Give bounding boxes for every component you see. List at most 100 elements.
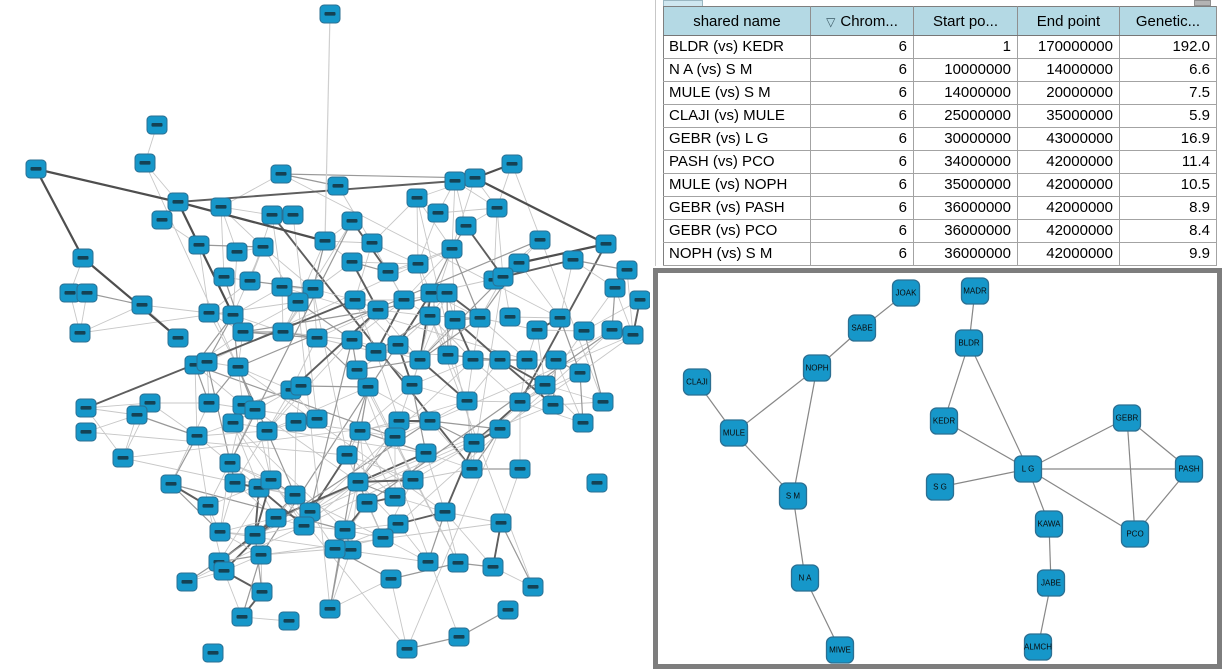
network-node[interactable] <box>112 448 134 468</box>
network-node[interactable] <box>209 522 231 542</box>
network-node-almch[interactable]: ALMCH <box>1023 633 1052 661</box>
network-node[interactable] <box>499 307 521 327</box>
network-node[interactable] <box>341 252 363 272</box>
cell-shared-name[interactable]: PASH (vs) PCO <box>663 150 811 174</box>
network-node[interactable] <box>126 405 148 425</box>
network-node[interactable] <box>380 569 402 589</box>
network-node[interactable] <box>534 375 556 395</box>
table-row[interactable]: BLDR (vs) KEDR 6 1 170000000 192.0 <box>663 35 1217 59</box>
network-node[interactable] <box>409 350 431 370</box>
cell-value[interactable]: 6 <box>810 35 914 59</box>
network-node[interactable] <box>436 283 458 303</box>
cell-value[interactable]: 43000000 <box>1017 127 1120 151</box>
network-node[interactable] <box>219 453 241 473</box>
column-header-start-position[interactable]: Start po... <box>913 6 1018 36</box>
cell-shared-name[interactable]: GEBR (vs) PASH <box>663 196 811 220</box>
network-node[interactable] <box>278 611 300 631</box>
cell-value[interactable]: 42000000 <box>1017 219 1120 243</box>
table-row[interactable]: GEBR (vs) PASH 6 36000000 42000000 8.9 <box>663 196 1217 220</box>
network-node[interactable] <box>167 192 189 212</box>
cell-value[interactable]: 9.9 <box>1119 242 1217 266</box>
cell-value[interactable]: 6 <box>810 104 914 128</box>
network-node[interactable] <box>213 561 235 581</box>
network-node[interactable] <box>463 433 485 453</box>
network-node[interactable] <box>202 643 224 663</box>
network-node[interactable] <box>367 300 389 320</box>
network-node[interactable] <box>406 188 428 208</box>
network-node[interactable] <box>490 513 512 533</box>
cell-value[interactable]: 42000000 <box>1017 196 1120 220</box>
network-node-sabe[interactable]: SABE <box>847 314 877 342</box>
network-node[interactable] <box>437 345 459 365</box>
network-node[interactable] <box>324 539 346 559</box>
cell-value[interactable]: 25000000 <box>913 104 1018 128</box>
network-node[interactable] <box>456 391 478 411</box>
network-node-kawa[interactable]: KAWA <box>1034 510 1064 538</box>
network-node[interactable] <box>226 242 248 262</box>
network-node[interactable] <box>569 363 591 383</box>
network-node[interactable] <box>251 582 273 602</box>
network-node[interactable] <box>134 153 156 173</box>
network-node[interactable] <box>447 553 469 573</box>
cell-value[interactable]: 35000000 <box>913 173 1018 197</box>
cell-value[interactable]: 42000000 <box>1017 173 1120 197</box>
network-node[interactable] <box>434 502 456 522</box>
cell-shared-name[interactable]: NOPH (vs) S M <box>663 242 811 266</box>
network-node[interactable] <box>592 392 614 412</box>
cell-value[interactable]: 42000000 <box>1017 242 1120 266</box>
table-scrollbar-fragment[interactable] <box>1194 0 1211 6</box>
network-node[interactable] <box>334 520 356 540</box>
network-node[interactable] <box>186 426 208 446</box>
network-node[interactable] <box>231 607 253 627</box>
cell-value[interactable]: 36000000 <box>913 196 1018 220</box>
network-node-miwe[interactable]: MIWE <box>825 636 855 664</box>
cell-value[interactable]: 8.9 <box>1119 196 1217 220</box>
network-node[interactable] <box>347 472 369 492</box>
network-node-gebr[interactable]: GEBR <box>1112 404 1142 432</box>
table-row[interactable]: CLAJI (vs) MULE 6 25000000 35000000 5.9 <box>663 104 1217 128</box>
network-node[interactable] <box>75 398 97 418</box>
network-node[interactable] <box>549 308 571 328</box>
network-node[interactable] <box>501 154 523 174</box>
cell-value[interactable]: 6 <box>810 219 914 243</box>
table-row[interactable]: N A (vs) S M 6 10000000 14000000 6.6 <box>663 58 1217 82</box>
network-node[interactable] <box>448 627 470 647</box>
cell-value[interactable]: 42000000 <box>1017 150 1120 174</box>
network-node[interactable] <box>469 308 491 328</box>
network-node[interactable] <box>455 216 477 236</box>
network-node[interactable] <box>213 267 235 287</box>
network-node[interactable] <box>131 295 153 315</box>
cell-value[interactable]: 6 <box>810 196 914 220</box>
network-node[interactable] <box>444 310 466 330</box>
network-node[interactable] <box>270 164 292 184</box>
network-node[interactable] <box>509 459 531 479</box>
network-node[interactable] <box>69 323 91 343</box>
cell-shared-name[interactable]: GEBR (vs) L G <box>663 127 811 151</box>
network-node[interactable] <box>462 350 484 370</box>
network-node[interactable] <box>616 260 638 280</box>
network-node[interactable] <box>302 279 324 299</box>
network-node[interactable] <box>357 377 379 397</box>
cell-value[interactable]: 11.4 <box>1119 150 1217 174</box>
network-node[interactable] <box>489 350 511 370</box>
cell-shared-name[interactable]: MULE (vs) S M <box>663 81 811 105</box>
network-node[interactable] <box>260 470 282 490</box>
network-node[interactable] <box>441 239 463 259</box>
network-node[interactable] <box>393 290 415 310</box>
network-node[interactable] <box>59 283 81 303</box>
network-node[interactable] <box>293 516 315 536</box>
network-node[interactable] <box>271 277 293 297</box>
network-node[interactable] <box>227 357 249 377</box>
cell-shared-name[interactable]: CLAJI (vs) MULE <box>663 104 811 128</box>
subnetwork-canvas[interactable]: JOAK MADR SABE NOPH CLAJI BLDR MULE KEDR GEBR L G… <box>655 268 1222 669</box>
network-node[interactable] <box>272 322 294 342</box>
network-node[interactable] <box>419 306 441 326</box>
cell-value[interactable]: 1 <box>913 35 1018 59</box>
network-node[interactable] <box>210 197 232 217</box>
column-header-genetic[interactable]: Genetic... <box>1119 6 1217 36</box>
network-node[interactable] <box>346 360 368 380</box>
network-node-pco[interactable]: PCO <box>1120 520 1150 548</box>
network-node[interactable] <box>146 115 168 135</box>
cell-value[interactable]: 35000000 <box>1017 104 1120 128</box>
network-node[interactable] <box>419 411 441 431</box>
